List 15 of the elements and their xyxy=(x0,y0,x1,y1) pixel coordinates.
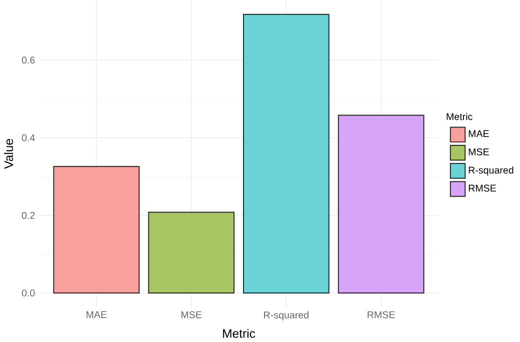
x-tick-label: R-squared xyxy=(264,311,308,320)
y-tick-label: 0.6 xyxy=(22,56,35,64)
legend-label: R-squared xyxy=(468,166,514,176)
x-tick-label: RMSE xyxy=(368,311,395,318)
x-tick-label: MAE xyxy=(86,311,107,318)
legend-title: Metric xyxy=(446,112,472,120)
y-tick-label: 0.2 xyxy=(22,212,35,219)
legend-label: MAE xyxy=(468,130,489,138)
x-axis-title: Metric xyxy=(223,328,256,338)
legend-label: RMSE xyxy=(468,184,496,192)
legend-label: MSE xyxy=(468,148,489,156)
x-tick-label: MSE xyxy=(181,311,202,318)
y-tick-label: 0.0 xyxy=(22,290,35,296)
y-axis-title: Value xyxy=(4,139,14,169)
y-tick-label: 0.4 xyxy=(22,134,35,142)
